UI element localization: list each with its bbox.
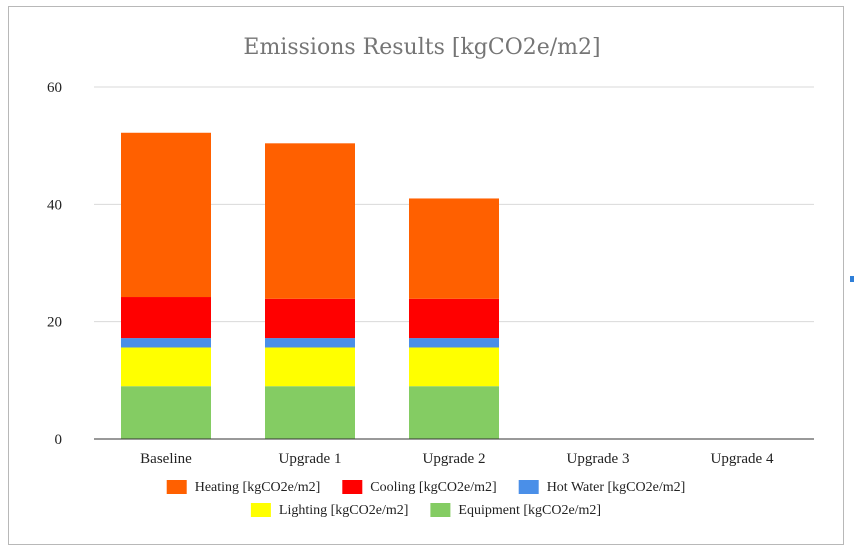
x-tick-label: Upgrade 2 xyxy=(423,451,486,467)
bars xyxy=(121,132,499,439)
legend-label: Cooling [kgCO2e/m2] xyxy=(370,480,496,495)
y-tick-label: 60 xyxy=(47,80,62,96)
legend-row: Heating [kgCO2e/m2] Cooling [kgCO2e/m2] Ho… xyxy=(166,480,686,495)
bar-segment xyxy=(409,198,499,299)
x-tick-label: Baseline xyxy=(140,451,192,467)
y-tick-label: 40 xyxy=(47,197,62,213)
legend-label: Lighting [kgCO2e/m2] xyxy=(279,503,409,518)
bar-segment xyxy=(265,347,355,387)
legend-label: Equipment [kgCO2e/m2] xyxy=(458,503,601,518)
legend-item: Equipment [kgCO2e/m2] xyxy=(430,503,601,518)
x-tick-label: Upgrade 3 xyxy=(567,451,630,467)
bar-segment xyxy=(121,386,211,439)
legend-swatch xyxy=(430,503,451,517)
chart-title: Emissions Results [kgCO2e/m2] xyxy=(243,35,600,60)
bar-segment xyxy=(409,298,499,339)
bar-segment xyxy=(121,132,211,298)
bar-segment xyxy=(409,338,499,348)
legend-swatch xyxy=(166,480,187,494)
bar-segment xyxy=(265,338,355,348)
legend-item: Heating [kgCO2e/m2] xyxy=(166,480,321,495)
legend-row: Lighting [kgCO2e/m2] Equipment [kgCO2e/m2… xyxy=(250,503,601,518)
bar-segment xyxy=(265,298,355,339)
bar-segment xyxy=(121,297,211,339)
legend-swatch xyxy=(518,480,539,494)
x-axis: Baseline Upgrade 1 Upgrade 2 Upgrade 3 Upgra… xyxy=(140,451,774,467)
legend-swatch xyxy=(342,480,363,494)
bar-segment xyxy=(265,143,355,299)
bar-segment xyxy=(409,347,499,387)
x-tick-label: Upgrade 1 xyxy=(279,451,342,467)
legend-swatch xyxy=(250,503,271,517)
y-axis: 0 20 40 60 xyxy=(47,80,62,448)
legend-label: Hot Water [kgCO2e/m2] xyxy=(547,480,686,495)
legend-item: Cooling [kgCO2e/m2] xyxy=(342,480,497,495)
bar-segment xyxy=(409,386,499,439)
legend-item: Lighting [kgCO2e/m2] xyxy=(250,503,409,518)
bar-segment xyxy=(121,338,211,348)
legend-label: Heating [kgCO2e/m2] xyxy=(195,480,321,495)
legend: Heating [kgCO2e/m2] Cooling [kgCO2e/m2] Ho… xyxy=(166,480,686,518)
y-tick-label: 0 xyxy=(55,432,63,448)
y-tick-label: 20 xyxy=(47,315,62,331)
legend-item: Hot Water [kgCO2e/m2] xyxy=(518,480,686,495)
bar-segment xyxy=(265,386,355,439)
bar-segment xyxy=(121,347,211,387)
x-tick-label: Upgrade 4 xyxy=(711,451,774,467)
edge-marker xyxy=(850,276,854,282)
